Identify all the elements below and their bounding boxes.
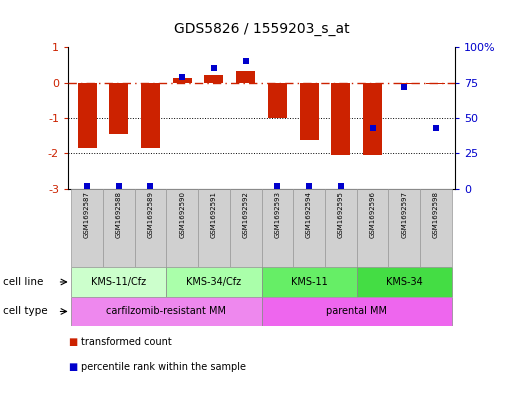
Point	[242, 58, 250, 64]
Text: GSM1692594: GSM1692594	[306, 191, 312, 238]
Text: GSM1692593: GSM1692593	[275, 191, 280, 238]
Bar	[198, 189, 230, 267]
Point	[400, 84, 408, 90]
Point	[210, 65, 218, 72]
Text: GDS5826 / 1559203_s_at: GDS5826 / 1559203_s_at	[174, 22, 349, 36]
Bar	[331, 83, 350, 155]
Text: GSM1692590: GSM1692590	[179, 191, 185, 238]
Text: ■: ■	[68, 362, 77, 373]
Text: GSM1692591: GSM1692591	[211, 191, 217, 238]
Bar	[389, 189, 420, 267]
Bar	[325, 189, 357, 267]
Point	[273, 183, 281, 189]
Text: carfilzomib-resistant MM: carfilzomib-resistant MM	[106, 307, 226, 316]
Bar	[426, 83, 446, 84]
Bar	[262, 267, 357, 297]
Text: GSM1692596: GSM1692596	[370, 191, 376, 238]
Bar	[300, 83, 319, 140]
Bar	[166, 267, 262, 297]
Point	[337, 183, 345, 189]
Text: GSM1692589: GSM1692589	[147, 191, 153, 238]
Bar	[77, 83, 97, 148]
Bar	[357, 267, 452, 297]
Text: GSM1692588: GSM1692588	[116, 191, 122, 238]
Point	[305, 183, 313, 189]
Bar	[230, 189, 262, 267]
Bar	[173, 78, 192, 83]
Text: KMS-34/Cfz: KMS-34/Cfz	[186, 277, 242, 287]
Text: GSM1692587: GSM1692587	[84, 191, 90, 238]
Bar	[357, 189, 389, 267]
Bar	[268, 83, 287, 118]
Bar	[71, 267, 166, 297]
Point	[178, 74, 186, 80]
Point	[432, 125, 440, 131]
Bar	[395, 83, 414, 84]
Text: KMS-11/Cfz: KMS-11/Cfz	[91, 277, 146, 287]
Text: percentile rank within the sample: percentile rank within the sample	[81, 362, 246, 373]
Text: transformed count: transformed count	[81, 337, 172, 347]
Bar	[103, 189, 134, 267]
Bar	[262, 297, 452, 326]
Point	[368, 125, 377, 131]
Text: GSM1692597: GSM1692597	[401, 191, 407, 238]
Text: ■: ■	[68, 337, 77, 347]
Bar	[166, 189, 198, 267]
Text: GSM1692598: GSM1692598	[433, 191, 439, 238]
Text: cell line: cell line	[3, 277, 43, 287]
Bar	[141, 83, 160, 148]
Bar	[71, 297, 262, 326]
Text: KMS-34: KMS-34	[386, 277, 423, 287]
Point	[83, 183, 91, 189]
Text: KMS-11: KMS-11	[291, 277, 327, 287]
Bar	[420, 189, 452, 267]
Point	[146, 183, 155, 189]
Bar	[134, 189, 166, 267]
Bar	[363, 83, 382, 155]
Text: GSM1692592: GSM1692592	[243, 191, 248, 238]
Bar	[262, 189, 293, 267]
Point	[115, 183, 123, 189]
Bar	[109, 83, 128, 134]
Bar	[293, 189, 325, 267]
Bar	[236, 71, 255, 83]
Text: cell type: cell type	[3, 307, 47, 316]
Text: GSM1692595: GSM1692595	[338, 191, 344, 238]
Bar	[204, 75, 223, 83]
Bar	[71, 189, 103, 267]
Text: parental MM: parental MM	[326, 307, 387, 316]
